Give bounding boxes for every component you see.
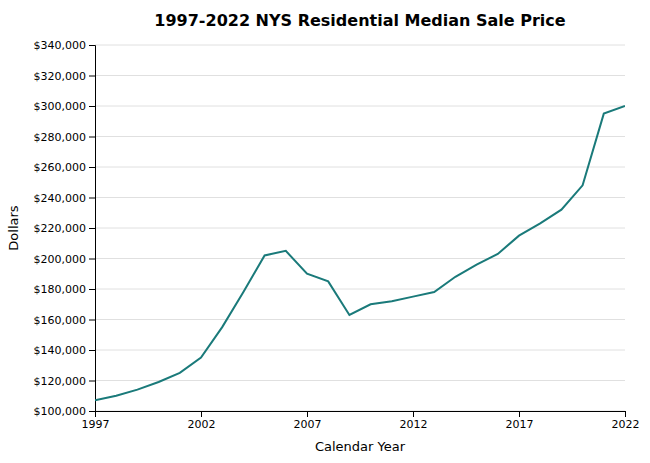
y-tick-label: $160,000 bbox=[34, 314, 87, 327]
x-tick-label: 2007 bbox=[294, 418, 322, 431]
y-tick-mark bbox=[89, 198, 95, 199]
x-tick-mark bbox=[413, 411, 414, 417]
y-tick-label: $100,000 bbox=[34, 405, 87, 418]
y-tick-label: $200,000 bbox=[34, 253, 87, 266]
title: 1997-2022 NYS Residential Median Sale Pr… bbox=[154, 11, 565, 30]
y-tick: $300,000 bbox=[34, 100, 96, 113]
x-tick: 2002 bbox=[188, 411, 216, 431]
y-tick-mark bbox=[89, 167, 95, 168]
y-tick: $340,000 bbox=[34, 39, 96, 52]
y-tick-label: $180,000 bbox=[34, 283, 87, 296]
x-axis-line bbox=[96, 412, 626, 418]
grid-line bbox=[95, 380, 625, 381]
chart: 1997 2002 2007 2012 2017 2022 $100,000 $120,000… bbox=[0, 0, 650, 463]
y-tick-label: $260,000 bbox=[34, 161, 87, 174]
x-tick-mark bbox=[625, 411, 626, 417]
y-tick-mark bbox=[89, 411, 95, 412]
x-tick-label: 1997 bbox=[82, 418, 110, 431]
plot-area bbox=[95, 106, 625, 400]
grid bbox=[95, 45, 625, 411]
x-tick: 2007 bbox=[294, 411, 322, 431]
grid-line bbox=[95, 289, 625, 290]
grid-line bbox=[95, 106, 625, 107]
y-tick-label: $280,000 bbox=[34, 131, 87, 144]
y-tick: $260,000 bbox=[34, 161, 96, 174]
x-tick: 2012 bbox=[400, 411, 428, 431]
y-axis: $100,000 $120,000 $140,000 $160,000 $180,000… bbox=[34, 39, 96, 418]
y-tick-mark bbox=[89, 106, 95, 107]
y-tick-mark bbox=[89, 228, 95, 229]
x-tick-mark bbox=[201, 411, 202, 417]
y-tick-mark bbox=[89, 45, 95, 46]
x-tick-label: 2012 bbox=[400, 418, 428, 431]
y-tick-mark bbox=[89, 381, 95, 382]
y-tick-label: $120,000 bbox=[34, 375, 87, 388]
y-tick-label: $140,000 bbox=[34, 344, 87, 357]
x-tick: 2017 bbox=[506, 411, 534, 431]
y-tick: $320,000 bbox=[34, 70, 96, 83]
grid-line bbox=[95, 258, 625, 259]
y-tick-label: $340,000 bbox=[34, 39, 87, 52]
x-tick-mark bbox=[519, 411, 520, 417]
y-axis-title: Dollars bbox=[6, 205, 21, 250]
y-tick: $220,000 bbox=[34, 222, 96, 235]
grid-line bbox=[95, 136, 625, 137]
grid-line bbox=[95, 197, 625, 198]
y-axis-line bbox=[89, 46, 96, 412]
x-axis-title: Calendar Year bbox=[315, 439, 406, 454]
y-tick-mark bbox=[89, 259, 95, 260]
grid-line bbox=[95, 75, 625, 76]
x-tick-label: 2022 bbox=[612, 418, 640, 431]
y-tick: $280,000 bbox=[34, 131, 96, 144]
grid-line bbox=[95, 228, 625, 229]
data-line bbox=[95, 106, 625, 400]
y-tick-label: $240,000 bbox=[34, 192, 87, 205]
grid-line bbox=[95, 319, 625, 320]
y-tick-mark bbox=[89, 320, 95, 321]
y-tick: $160,000 bbox=[34, 314, 96, 327]
x-tick-label: 2017 bbox=[506, 418, 534, 431]
x-tick: 2022 bbox=[612, 411, 640, 431]
y-tick-label: $300,000 bbox=[34, 100, 87, 113]
y-tick-mark bbox=[89, 76, 95, 77]
y-tick: $140,000 bbox=[34, 344, 96, 357]
grid-line bbox=[95, 45, 625, 46]
y-tick: $120,000 bbox=[34, 375, 96, 388]
y-tick-mark bbox=[89, 137, 95, 138]
y-tick-mark bbox=[89, 289, 95, 290]
x-tick-label: 2002 bbox=[188, 418, 216, 431]
grid-line bbox=[95, 167, 625, 168]
grid-line bbox=[95, 350, 625, 351]
y-tick-mark bbox=[89, 350, 95, 351]
y-tick: $240,000 bbox=[34, 192, 96, 205]
y-tick: $180,000 bbox=[34, 283, 96, 296]
y-tick: $100,000 bbox=[34, 405, 96, 418]
y-tick-label: $320,000 bbox=[34, 70, 87, 83]
y-tick-label: $220,000 bbox=[34, 222, 87, 235]
y-tick: $200,000 bbox=[34, 253, 96, 266]
x-tick-mark bbox=[307, 411, 308, 417]
x-axis: 1997 2002 2007 2012 2017 2022 bbox=[82, 411, 640, 431]
